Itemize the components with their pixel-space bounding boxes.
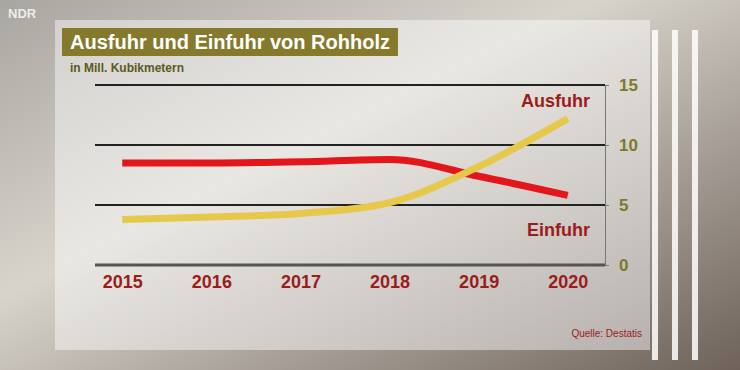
chart: NDR Ausfuhr und Einfuhr von Rohholz in Mil… <box>0 0 740 370</box>
y-tick-label: 15 <box>619 76 638 95</box>
title-box <box>62 28 398 56</box>
y-tick-label: 5 <box>619 196 628 215</box>
y-tick-mark <box>605 85 609 86</box>
y-axis-line <box>605 86 606 266</box>
x-tick: 2020 <box>548 267 588 292</box>
grid-line <box>95 84 605 86</box>
lines <box>122 119 567 220</box>
series-line <box>122 159 567 195</box>
y-tick: 15 <box>605 76 638 95</box>
series-label: Ausfuhr <box>521 91 590 111</box>
title: Ausfuhr und Einfuhr von Rohholz <box>70 31 390 53</box>
panel <box>55 20 650 350</box>
y-tick-mark <box>605 205 609 206</box>
grid <box>95 85 605 265</box>
decor-stripe <box>652 30 658 360</box>
x-tick-label: 2019 <box>459 272 499 292</box>
series-line <box>122 119 567 220</box>
watermark: NDR <box>8 6 37 21</box>
x-tick-label: 2018 <box>370 272 410 292</box>
y-axis: 0 5 10 15 <box>605 76 638 275</box>
x-axis: 2015 2016 2017 2018 2019 2020 <box>103 267 589 292</box>
x-tick: 2017 <box>281 267 321 292</box>
y-tick: 5 <box>605 196 628 215</box>
decor-stripe <box>672 30 678 360</box>
x-tick: 2019 <box>459 267 499 292</box>
y-tick: 0 <box>605 256 628 275</box>
y-tick-mark <box>605 265 609 266</box>
grid-line <box>95 264 605 267</box>
y-tick-label: 10 <box>619 136 638 155</box>
series-label: Einfuhr <box>527 220 590 240</box>
y-tick-label: 0 <box>619 256 628 275</box>
y-tick-mark <box>605 145 609 146</box>
subtitle: in Mill. Kubikmetern <box>70 61 184 75</box>
x-tick: 2015 <box>103 267 143 292</box>
background <box>0 0 740 370</box>
x-tick-label: 2017 <box>281 272 321 292</box>
x-tick-label: 2015 <box>103 272 143 292</box>
x-tick: 2016 <box>192 267 232 292</box>
y-tick: 10 <box>605 136 638 155</box>
source: Quelle: Destatis <box>571 328 642 339</box>
x-tick-label: 2016 <box>192 272 232 292</box>
x-tick: 2018 <box>370 267 410 292</box>
decor-stripe <box>692 30 698 360</box>
x-tick-label: 2020 <box>548 272 588 292</box>
